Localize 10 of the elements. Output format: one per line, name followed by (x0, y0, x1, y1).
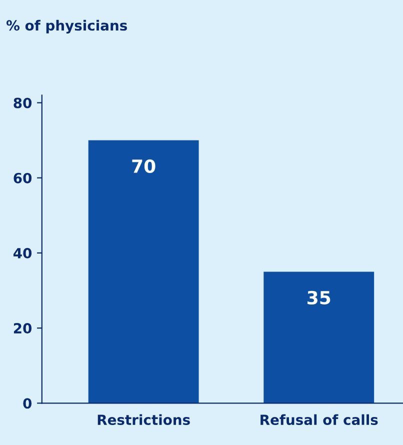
y-tick-label: 60 (14, 172, 32, 184)
y-tick-label: 80 (14, 98, 32, 108)
x-tick-label: Restrictions (98, 414, 190, 426)
x-tick-label: Refusal of calls (260, 414, 378, 426)
y-tick-label: 20 (14, 323, 32, 334)
chart-title: % of physicians (6, 20, 127, 34)
y-tick-label: 40 (13, 248, 32, 258)
y-tick-label: 0 (23, 398, 32, 409)
data-label: 35 (308, 290, 330, 304)
data-label: 70 (132, 159, 156, 174)
